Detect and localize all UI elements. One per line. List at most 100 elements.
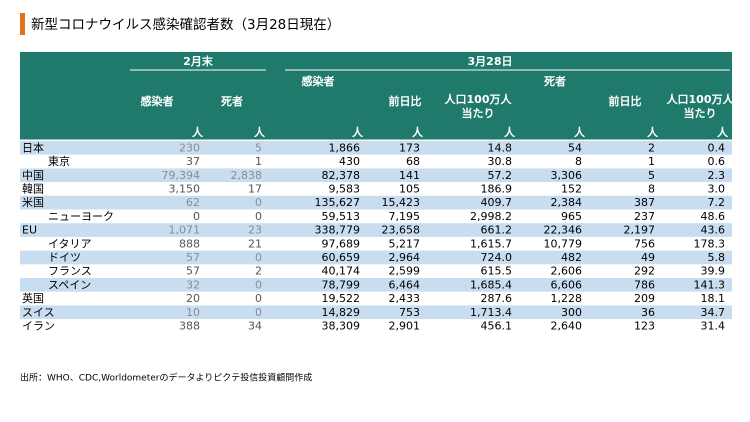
cell: 135,627 bbox=[315, 196, 361, 209]
cell: 0 bbox=[255, 210, 262, 223]
cell: 661.2 bbox=[481, 224, 513, 237]
cell: 178.3 bbox=[694, 237, 726, 250]
cell: 1,615.7 bbox=[470, 237, 512, 250]
cell: 2 bbox=[648, 141, 655, 154]
table-header bbox=[20, 52, 732, 140]
cell: 2,964 bbox=[389, 251, 421, 264]
cell: 20 bbox=[186, 292, 200, 305]
row-band bbox=[20, 278, 732, 292]
column-header: 感染者 bbox=[141, 94, 174, 108]
cell: 756 bbox=[634, 237, 655, 250]
cell: 34 bbox=[248, 319, 262, 332]
cell: 36 bbox=[641, 306, 655, 319]
cell: 105 bbox=[399, 182, 420, 195]
cell: 23 bbox=[248, 224, 262, 237]
row-label: 中国 bbox=[22, 169, 44, 182]
cell: 0 bbox=[255, 306, 262, 319]
cell: 0.6 bbox=[708, 155, 726, 168]
cell: 37 bbox=[186, 155, 200, 168]
cell: 2,599 bbox=[389, 265, 421, 278]
row-label: フランス bbox=[48, 265, 92, 278]
cell: 62 bbox=[186, 196, 200, 209]
cell: 21 bbox=[248, 237, 262, 250]
row-band bbox=[20, 305, 732, 320]
cell: 141.3 bbox=[694, 278, 726, 291]
cell: 9,583 bbox=[329, 182, 361, 195]
cell: 54 bbox=[568, 141, 582, 154]
cell: 3,150 bbox=[169, 182, 201, 195]
cell: 338,779 bbox=[315, 224, 361, 237]
cell: 965 bbox=[561, 210, 582, 223]
cell: 60,659 bbox=[322, 251, 361, 264]
cell: 40,174 bbox=[322, 265, 361, 278]
row-label: 英国 bbox=[22, 291, 44, 305]
cell: 753 bbox=[399, 306, 420, 319]
cell: 0 bbox=[255, 278, 262, 291]
cell: 39.9 bbox=[701, 265, 726, 278]
cell: 2,384 bbox=[551, 196, 583, 209]
cell: 2 bbox=[255, 265, 262, 278]
cell: 5,217 bbox=[389, 237, 421, 250]
unit-label: 人 bbox=[504, 125, 516, 139]
cell: 19,522 bbox=[322, 292, 361, 305]
cell: 57 bbox=[186, 265, 200, 278]
cell: 8 bbox=[575, 155, 582, 168]
cell: 482 bbox=[561, 251, 582, 264]
cell: 0 bbox=[255, 196, 262, 209]
cell: 2,606 bbox=[551, 265, 583, 278]
cell: 237 bbox=[634, 210, 655, 223]
row-band bbox=[20, 223, 732, 237]
cell: 292 bbox=[634, 265, 655, 278]
column-header: 人口100万人 bbox=[667, 92, 735, 106]
cell: 230 bbox=[179, 141, 200, 154]
cell: 123 bbox=[634, 319, 655, 332]
cell: 287.6 bbox=[481, 292, 513, 305]
source-note: 出所：WHO、CDC,Worldometerのデータよりピクテ投信投資顧問作成 bbox=[20, 372, 312, 384]
column-header: 死者 bbox=[544, 74, 566, 88]
cell: 387 bbox=[634, 196, 655, 209]
row-band bbox=[20, 168, 732, 183]
cell: 48.6 bbox=[701, 210, 726, 223]
cell: 1,713.4 bbox=[470, 306, 512, 319]
cell: 30.8 bbox=[488, 155, 513, 168]
cell: 23,658 bbox=[382, 224, 421, 237]
column-header: 死者 bbox=[221, 94, 243, 108]
cell: 82,378 bbox=[322, 169, 361, 182]
cell: 14,829 bbox=[322, 306, 361, 319]
cell: 1 bbox=[648, 155, 655, 168]
row-label: イラン bbox=[22, 319, 55, 332]
cell: 5 bbox=[255, 141, 262, 154]
cell: 2,197 bbox=[624, 224, 656, 237]
cell: 3.0 bbox=[708, 182, 726, 195]
cell: 2,640 bbox=[551, 319, 583, 332]
unit-label: 人 bbox=[192, 125, 204, 139]
row-label: 米国 bbox=[22, 196, 44, 209]
column-header: 前日比 bbox=[389, 94, 422, 108]
cell: 22,346 bbox=[544, 224, 583, 237]
row-label: スイス bbox=[22, 306, 55, 319]
cell: 0 bbox=[193, 210, 200, 223]
column-header: 前日比 bbox=[609, 94, 642, 108]
cell: 152 bbox=[561, 182, 582, 195]
row-band bbox=[20, 141, 732, 155]
cell: 1,071 bbox=[169, 224, 201, 237]
cell: 57.2 bbox=[488, 169, 513, 182]
cell: 3,306 bbox=[551, 169, 583, 182]
cell: 456.1 bbox=[481, 319, 513, 332]
cell: 2.3 bbox=[708, 169, 726, 182]
cell: 0 bbox=[255, 292, 262, 305]
column-header: 当たり bbox=[462, 106, 495, 120]
title: 新型コロナウイルス感染確認者数（3月28日現在） bbox=[31, 16, 340, 33]
cell: 0.4 bbox=[708, 141, 726, 154]
cell: 186.9 bbox=[481, 182, 513, 195]
cell: 7,195 bbox=[389, 210, 421, 223]
cell: 2,838 bbox=[231, 169, 263, 182]
cell: 6,606 bbox=[551, 278, 583, 291]
cell: 49 bbox=[641, 251, 655, 264]
cell: 7.2 bbox=[708, 196, 726, 209]
cell: 15,423 bbox=[382, 196, 421, 209]
unit-label: 人 bbox=[352, 125, 364, 139]
cell: 68 bbox=[406, 155, 420, 168]
unit-label: 人 bbox=[412, 125, 424, 139]
cell: 888 bbox=[179, 237, 200, 250]
